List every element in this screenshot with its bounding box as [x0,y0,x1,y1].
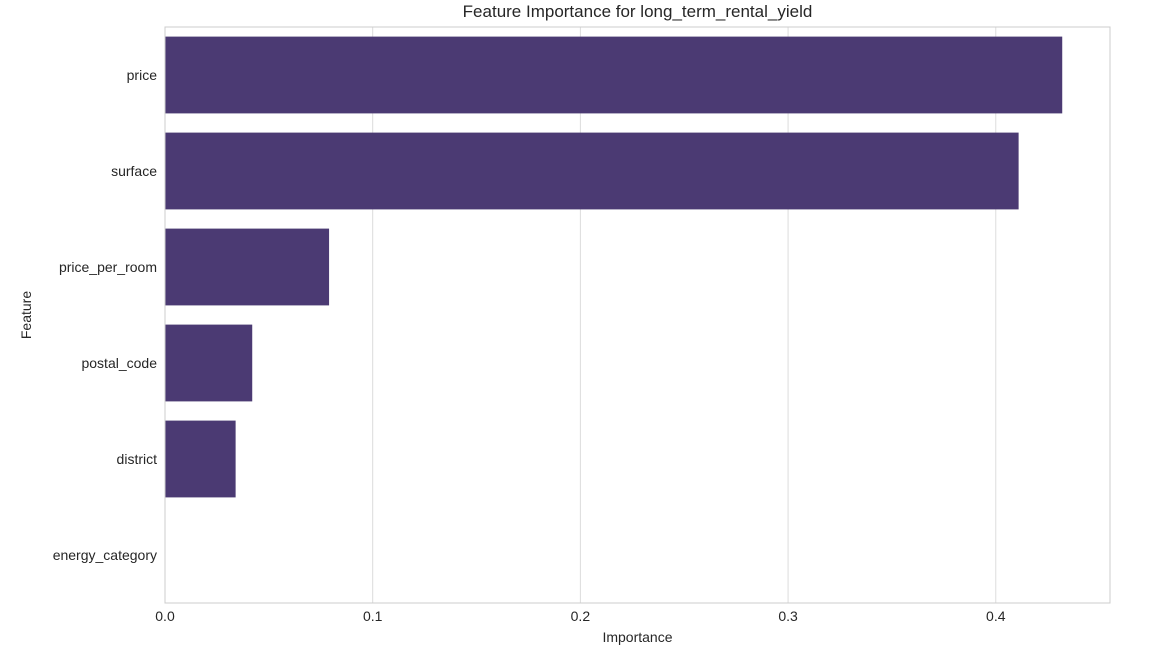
y-tick-label: district [117,451,158,467]
bars [165,36,1063,498]
x-tick-label: 0.0 [155,608,175,624]
x-tick-label: 0.3 [778,608,798,624]
x-tick-label: 0.2 [571,608,591,624]
bar-district [165,420,236,498]
x-tick-label: 0.1 [363,608,383,624]
y-tick-label: energy_category [53,547,157,563]
bar-surface [165,132,1019,210]
y-tick-labels: price surface price_per_room postal_codedis… [53,67,157,563]
x-axis-title: Importance [602,629,672,645]
y-tick-label: postal_code [81,355,157,371]
plot-frame [164,26,1111,604]
bar-price [165,36,1063,114]
bar-price-per-room [165,228,330,306]
bar-postal-code [165,324,253,402]
y-tick-label: price_per_room [59,259,157,275]
y-axis-title: Feature [18,291,34,339]
y-tick-label: surface [111,163,157,179]
y-tick-label: price [127,67,158,83]
x-tick-label: 0.4 [986,608,1006,624]
chart-title: Feature Importance for long_term_rental_… [463,2,813,21]
x-tick-labels: 0.0 0.1 0.2 0.3 0.4 [155,608,1005,624]
